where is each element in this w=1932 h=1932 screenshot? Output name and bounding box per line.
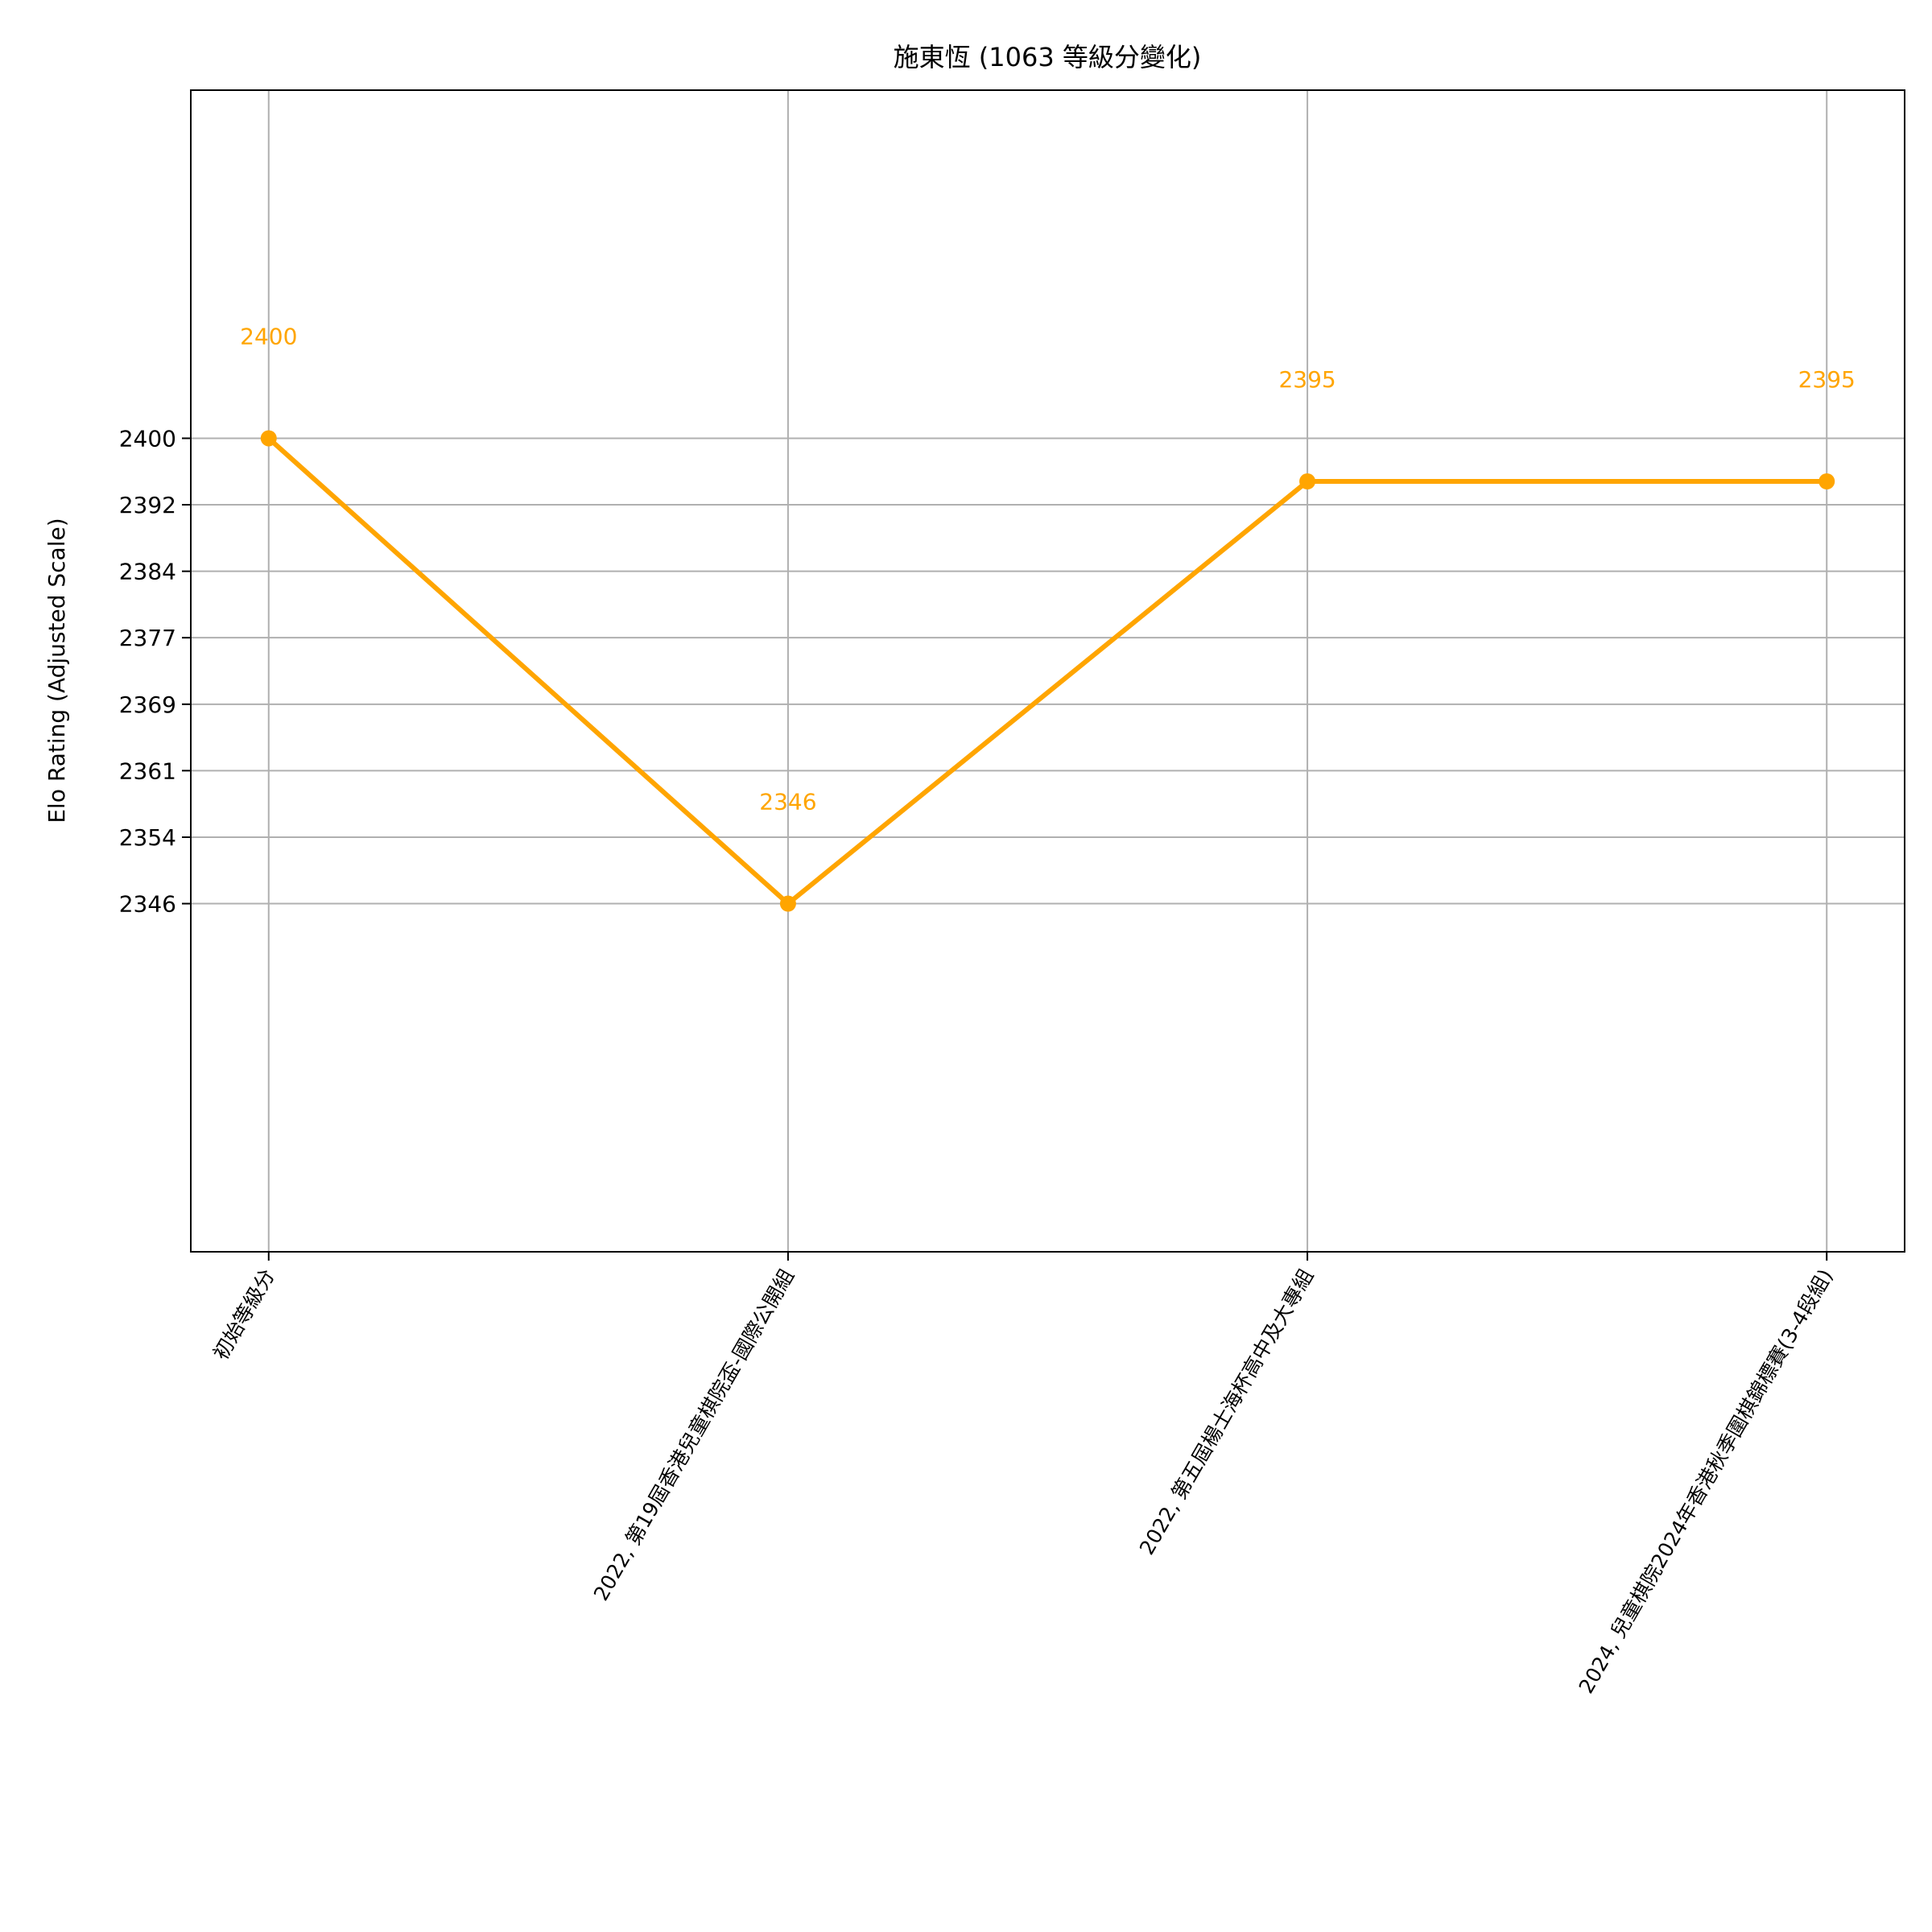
plot-frame <box>190 89 1905 1253</box>
value-label: 2400 <box>240 323 297 349</box>
marker <box>1818 473 1835 489</box>
line <box>266 436 1827 906</box>
y-tick-label: 2361 <box>119 758 176 784</box>
y-tick-label: 2400 <box>119 425 176 452</box>
y-axis-label: Elo Rating (Adjusted Scale) <box>43 518 70 823</box>
y-tick-label: 2377 <box>119 625 176 651</box>
chart-title: 施東恆 (1063 等級分變化) <box>894 42 1202 72</box>
value-label: 2346 <box>759 789 816 815</box>
marker <box>260 430 277 447</box>
marker <box>1299 473 1316 489</box>
value-label: 2395 <box>1798 366 1856 393</box>
y-tick-label: 2384 <box>119 559 176 585</box>
y-tick-label: 2369 <box>119 691 176 718</box>
value-label: 2395 <box>1278 366 1335 393</box>
y-tick-label: 2346 <box>119 891 176 918</box>
marker <box>779 895 796 912</box>
y-tick-label: 2354 <box>119 824 176 851</box>
y-tick-label: 2392 <box>119 492 176 518</box>
